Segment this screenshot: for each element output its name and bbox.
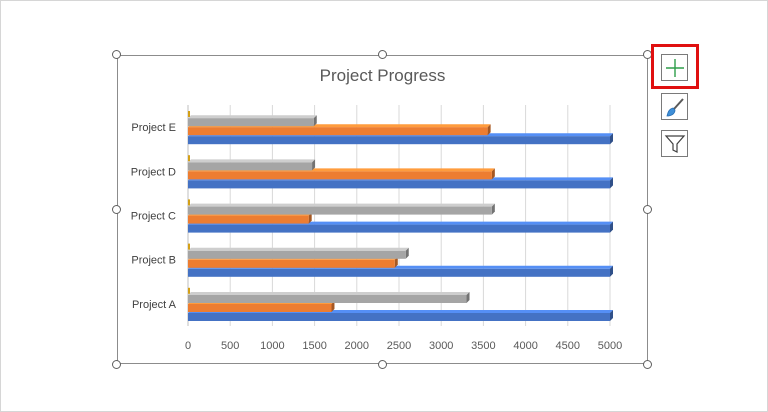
bar-end-face <box>610 221 613 233</box>
bar-front-face <box>188 180 610 189</box>
resize-handle-middle-left[interactable] <box>112 205 121 214</box>
bar-end-face <box>487 124 491 136</box>
highlight-box <box>651 44 699 89</box>
bar-project-c-series-3 <box>188 203 495 215</box>
plus-icon <box>665 58 684 77</box>
axis-floor-mark <box>188 155 190 162</box>
bar-end-face <box>466 292 470 303</box>
bar-end-face <box>405 247 409 259</box>
bar-front-face <box>188 162 313 171</box>
bar-end-face <box>491 203 495 215</box>
bar-end-face <box>308 212 312 224</box>
x-tick-label: 1000 <box>260 340 284 352</box>
chart-elements-button[interactable] <box>661 54 688 81</box>
bar-front-face <box>188 259 395 268</box>
resize-handle-middle-right[interactable] <box>643 205 652 214</box>
bar-front-face <box>188 224 610 233</box>
axis-floor-mark <box>188 287 190 294</box>
x-tick-label: 4000 <box>513 340 537 352</box>
bar-project-a-series-3 <box>188 292 470 303</box>
bar-project-b-series-3 <box>188 247 409 259</box>
resize-handle-bottom-left[interactable] <box>112 360 121 369</box>
bar-front-face <box>188 127 488 136</box>
x-tick-label: 4500 <box>556 340 580 352</box>
paintbrush-icon <box>665 97 684 116</box>
bar-front-face <box>188 313 610 321</box>
resize-handle-bottom-right[interactable] <box>643 360 652 369</box>
bar-top-face <box>188 115 317 119</box>
bar-end-face <box>610 310 613 321</box>
x-tick-label: 500 <box>221 340 239 352</box>
bar-end-face <box>394 256 398 268</box>
bar-end-face <box>610 133 613 145</box>
x-tick-label: 3000 <box>429 340 453 352</box>
chart-filters-button[interactable] <box>661 130 688 157</box>
category-label: Project D <box>131 166 176 178</box>
bar-top-face <box>188 292 470 295</box>
category-label: Project E <box>131 122 176 134</box>
x-tick-label: 2000 <box>345 340 369 352</box>
bar-top-face <box>188 203 495 207</box>
bar-end-face <box>313 115 317 127</box>
bar-project-d-series-3 <box>188 159 316 171</box>
resize-handle-top-left[interactable] <box>112 50 121 59</box>
bar-top-face <box>188 159 316 163</box>
bar-front-face <box>188 215 309 224</box>
bar-front-face <box>188 304 332 312</box>
bar-end-face <box>610 265 613 277</box>
resize-handle-top-center[interactable] <box>378 50 387 59</box>
axis-floor-mark <box>188 111 190 117</box>
x-tick-label: 3500 <box>471 340 495 352</box>
value-axis: 0 500 1000 1500 2000 2500 3000 3500 4000 4500 5000 <box>185 340 622 352</box>
bar-front-face <box>188 268 610 277</box>
bar-project-e-series-3 <box>188 115 317 127</box>
resize-handle-bottom-center[interactable] <box>378 360 387 369</box>
bar-front-face <box>188 171 492 180</box>
bar-end-face <box>312 159 316 171</box>
x-tick-label: 0 <box>185 340 191 352</box>
bar-front-face <box>188 136 610 145</box>
bar-front-face <box>188 118 314 127</box>
bar-end-face <box>331 301 335 312</box>
bar-end-face <box>610 177 613 189</box>
bar-series <box>188 115 613 321</box>
x-tick-label: 2500 <box>387 340 411 352</box>
x-tick-label: 1500 <box>302 340 326 352</box>
bar-top-face <box>188 247 409 251</box>
bar-front-face <box>188 250 406 259</box>
bar-end-face <box>491 168 495 180</box>
bar-front-face <box>188 206 492 215</box>
category-label: Project B <box>131 255 176 267</box>
bar-front-face <box>188 295 467 303</box>
axis-floor-mark <box>188 199 190 206</box>
category-label: Project C <box>131 211 176 223</box>
chart-title[interactable]: Project Progress <box>319 66 446 85</box>
x-tick-label: 5000 <box>598 340 622 352</box>
chart-styles-button[interactable] <box>661 93 688 120</box>
category-axis: Project A Project B Project C Project D Proj… <box>131 111 190 311</box>
axis-floor-mark <box>188 243 190 250</box>
funnel-icon <box>664 134 685 153</box>
category-label: Project A <box>132 299 177 311</box>
